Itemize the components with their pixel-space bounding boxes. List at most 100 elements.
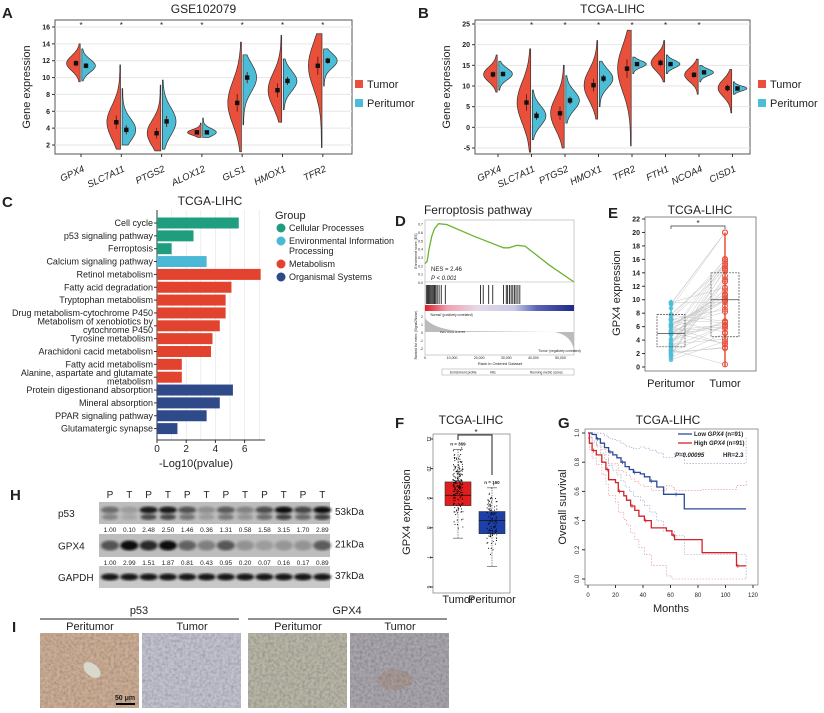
violin-pair-ptgs2: * PTGS2 — [134, 21, 177, 187]
data-point — [454, 490, 456, 492]
data-point — [458, 508, 460, 510]
y-tick-label: 16 — [632, 257, 640, 264]
paired-line — [670, 259, 726, 319]
quant-value: 1.58 — [258, 527, 271, 534]
enrichment-curve — [424, 223, 575, 283]
data-point — [453, 457, 455, 459]
data-point — [457, 471, 459, 473]
tumor-mean-point — [624, 66, 630, 71]
data-point — [494, 521, 496, 523]
legend-label: Processing — [289, 246, 334, 256]
bar-label: Ferroptosis — [108, 244, 154, 254]
legend-label-tumor: Tumor — [770, 79, 802, 91]
peritumor-violin — [81, 48, 96, 82]
data-point — [453, 465, 455, 467]
peritumor-mean-point — [164, 119, 169, 124]
band — [101, 573, 119, 581]
data-point — [453, 454, 455, 456]
data-point — [486, 507, 488, 509]
data-point — [455, 482, 457, 485]
data-point — [459, 475, 462, 477]
quant-value: 1.70 — [297, 527, 310, 534]
band — [101, 506, 119, 514]
data-point — [494, 543, 496, 545]
zero-cross-label: Zero cross at 8745 — [440, 330, 465, 334]
data-point — [453, 503, 455, 505]
tumor-violin — [106, 64, 121, 150]
data-point — [456, 480, 458, 482]
y-axis-label: GPX4 expression — [401, 469, 413, 555]
data-point — [494, 531, 496, 534]
y-tick-label: 2 — [46, 143, 50, 150]
gsea-legend-label: Enrichment profile — [450, 371, 477, 375]
data-point — [462, 511, 464, 513]
data-point — [461, 487, 464, 489]
quant-value: 0.10 — [123, 527, 136, 534]
y-tick-label: 8 — [46, 92, 50, 99]
paired-line — [670, 266, 726, 316]
band — [120, 573, 139, 581]
band — [178, 540, 197, 551]
band — [158, 506, 177, 514]
band — [274, 506, 293, 514]
data-point — [457, 490, 459, 492]
significance-star: * — [664, 21, 667, 30]
x-tick-label: 6 — [242, 444, 248, 455]
bar-label: PPAR signaling pathway — [55, 411, 153, 421]
y-axis-label: Gene expression — [21, 45, 33, 128]
data-point — [458, 475, 460, 477]
data-point — [462, 518, 464, 520]
y-tick-label: 10 — [462, 84, 470, 91]
data-point — [456, 512, 458, 514]
kegg-bar-chart: TCGA-LIHC 0 2 4 6 -Log10(pvalue) Cell cycle p53… — [12, 194, 394, 470]
image-label: Peritumor — [274, 621, 322, 633]
data-point — [459, 474, 461, 476]
data-point — [453, 457, 455, 460]
tumor-mean-point — [725, 85, 730, 91]
survival-curve-high — [588, 432, 747, 567]
ihc-image-gpx4-peritumor — [248, 633, 347, 708]
peritumor-violin — [531, 89, 547, 141]
y-tick-label: 10 — [632, 297, 640, 304]
chart-title: TCGA-LIHC — [668, 203, 733, 217]
tumor-violin — [516, 48, 532, 153]
band — [294, 573, 312, 581]
band — [255, 540, 274, 551]
data-point — [460, 473, 462, 475]
data-point — [491, 542, 493, 544]
data-point — [457, 461, 459, 463]
data-point — [493, 523, 495, 525]
chart-title: GSE102079 — [171, 2, 237, 16]
data-point — [460, 484, 463, 486]
es-axis-label: Enrichment score (ES) — [414, 233, 418, 268]
bar-label: p53 signaling pathway — [64, 231, 154, 241]
data-point — [494, 526, 497, 528]
tumor-mean-point — [235, 100, 240, 106]
data-point — [489, 517, 491, 519]
paired-line — [670, 332, 726, 358]
data-point — [487, 542, 489, 544]
tumor-violin — [684, 58, 699, 95]
data-point — [489, 522, 491, 524]
data-point — [490, 512, 492, 514]
ihc-panel: p53 Peritumor Tumor GPX4 Peritumor Tumor 50 μm — [40, 605, 449, 708]
quant-value: 2.99 — [123, 560, 136, 567]
data-point — [491, 534, 494, 537]
y-tick-label: -5 — [464, 146, 470, 153]
data-point — [460, 489, 462, 491]
data-point — [461, 483, 464, 485]
data-point — [452, 503, 454, 505]
quant-value: 2.50 — [162, 527, 175, 534]
tumor-mean-point — [557, 111, 563, 116]
y-tick-label: 25 — [462, 22, 470, 29]
band — [139, 573, 158, 581]
peritumor-mean-point — [500, 71, 506, 77]
peritumor-violin — [242, 54, 257, 126]
data-point — [491, 487, 493, 489]
y-tick-label: 4 — [46, 126, 50, 133]
panel-letter-c: C — [2, 194, 13, 211]
gene-label: HMOX1 — [252, 164, 287, 188]
data-point — [453, 472, 455, 475]
chart-title: Ferroptosis pathway — [424, 203, 532, 217]
